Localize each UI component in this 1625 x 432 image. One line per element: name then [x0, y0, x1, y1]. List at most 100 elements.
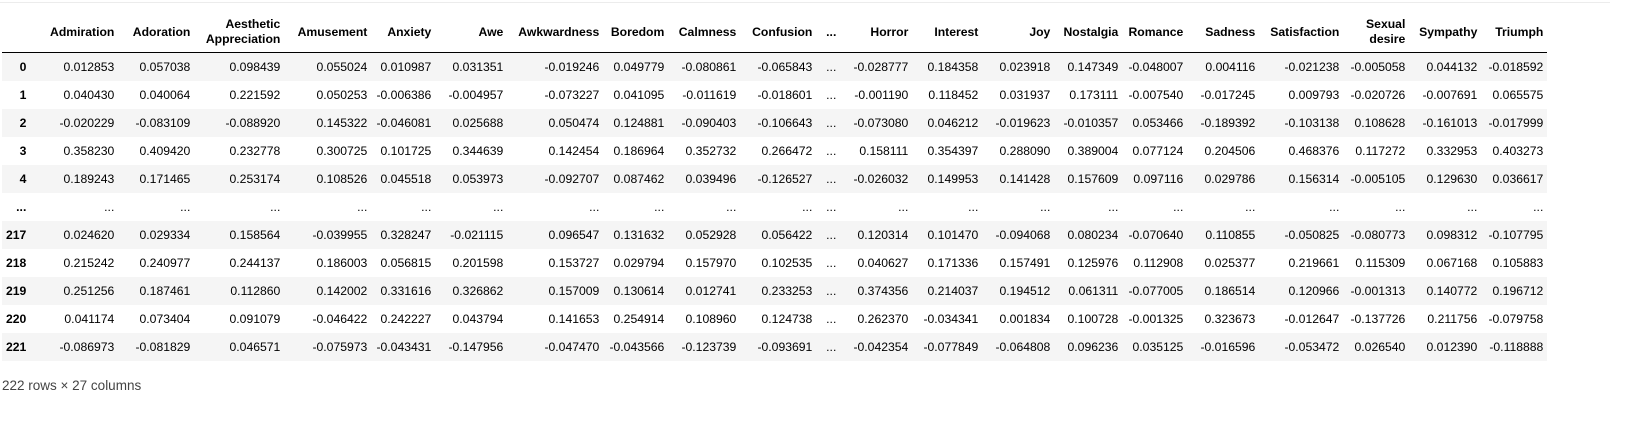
table-cell: 0.354397: [927, 143, 979, 158]
table-cell: 0.050253: [316, 87, 368, 102]
table-cell: ...: [826, 227, 837, 242]
table-cell: 0.029786: [1204, 171, 1256, 186]
table-cell: 0.153727: [548, 255, 600, 270]
table-cell: 0.045518: [380, 171, 432, 186]
table-cell: 0.232778: [229, 143, 281, 158]
table-cell: ...: [589, 199, 600, 214]
table-cell: 0.108628: [1354, 115, 1406, 130]
table-cell: 0.233253: [761, 283, 813, 298]
table-cell: -0.050825: [1284, 227, 1340, 242]
table-cell: -0.039955: [312, 227, 368, 242]
table-cell: 0.189243: [63, 171, 115, 186]
table-row: ........................................…: [2, 193, 1547, 221]
table-cell: -0.004957: [448, 87, 504, 102]
table-cell: -0.043431: [376, 339, 432, 354]
table-cell: 0.053973: [452, 171, 504, 186]
table-cell: 0.087462: [613, 171, 665, 186]
table-cell: 0.266472: [761, 143, 813, 158]
table-cell: -0.126527: [757, 171, 813, 186]
table-cell: 0.147349: [1067, 59, 1119, 74]
table-cell: 0.201598: [452, 255, 504, 270]
table-cell: 0.009793: [1288, 87, 1340, 102]
table-cell: 0.204506: [1204, 143, 1256, 158]
table-cell: 0.157491: [999, 255, 1051, 270]
table-cell: 0.323673: [1204, 311, 1256, 326]
table-cell: -0.137726: [1350, 311, 1406, 326]
table-cell: -0.046081: [376, 115, 432, 130]
table-cell: -0.070640: [1128, 227, 1184, 242]
table-cell: 0.040064: [139, 87, 191, 102]
row-index: 221: [6, 339, 27, 354]
table-cell: 0.332953: [1426, 143, 1478, 158]
table-cell: ...: [826, 339, 837, 354]
table-cell: 0.140772: [1426, 283, 1478, 298]
table-cell: ...: [1108, 199, 1119, 214]
dataframe-output: Admiration Adoration Aesthetic Appreciatio…: [2, 12, 1548, 361]
table-cell: -0.048007: [1128, 59, 1184, 74]
table-cell: ...: [826, 87, 837, 102]
table-cell: ...: [826, 143, 837, 158]
column-header: Joy: [982, 12, 1055, 53]
table-cell: 0.010987: [380, 59, 432, 74]
table-cell: 0.219661: [1288, 255, 1340, 270]
table-cell: -0.034341: [923, 311, 979, 326]
table-cell: 0.050474: [548, 115, 600, 130]
table-cell: 0.108960: [685, 311, 737, 326]
table-cell: 0.096236: [1067, 339, 1119, 354]
table-cell: ...: [826, 171, 837, 186]
table-cell: 0.120314: [857, 227, 909, 242]
table-cell: -0.073080: [853, 115, 909, 130]
table-cell: 0.156314: [1288, 171, 1340, 186]
table-cell: 0.389004: [1067, 143, 1119, 158]
table-cell: 0.187461: [139, 283, 191, 298]
table-cell: -0.090403: [681, 115, 737, 130]
row-index: 218: [6, 255, 27, 270]
table-row: 4 0.189243 0.171465 0.253174 0.108526 0.04551…: [2, 164, 1548, 193]
table-cell: -0.106643: [757, 115, 813, 130]
table-cell: 0.115309: [1355, 255, 1406, 270]
table-cell: -0.053472: [1284, 339, 1340, 354]
table-cell: 0.012853: [63, 59, 115, 74]
table-cell: 0.244137: [229, 255, 281, 270]
table-row: 1 0.040430 0.040064 0.221592 0.050253 -0.0063…: [2, 81, 1547, 109]
table-cell: 0.102535: [761, 255, 813, 270]
table-cell: ...: [1245, 199, 1256, 214]
column-header: Adoration: [118, 12, 195, 53]
table-cell: -0.075973: [312, 339, 368, 354]
table-cell: 0.100728: [1067, 311, 1119, 326]
table-cell: -0.012647: [1284, 311, 1340, 326]
table-cell: -0.007691: [1422, 87, 1478, 102]
table-cell: 0.409420: [139, 143, 191, 158]
table-cell: -0.103138: [1284, 115, 1340, 130]
table-cell: ...: [270, 199, 281, 214]
table-cell: -0.021115: [450, 227, 504, 242]
table-cell: 0.149953: [927, 171, 979, 186]
table-cell: 0.080234: [1067, 227, 1119, 242]
table-cell: -0.020229: [59, 115, 115, 130]
table-cell: 0.468376: [1288, 143, 1340, 158]
table-cell: -0.005105: [1350, 171, 1406, 186]
table-cell: -0.094068: [995, 227, 1051, 242]
table-cell: 0.131632: [613, 227, 665, 242]
table-cell: 0.040627: [857, 255, 909, 270]
table-cell: ...: [826, 311, 837, 326]
table-cell: 0.001834: [999, 311, 1051, 326]
table-cell: -0.118888: [1489, 339, 1544, 354]
column-header: Sexual desire: [1343, 12, 1410, 53]
table-cell: -0.017245: [1200, 87, 1256, 102]
table-cell: 0.053466: [1132, 115, 1184, 130]
table-cell: -0.147956: [448, 339, 504, 354]
table-cell: -0.016596: [1200, 339, 1256, 354]
table-cell: 0.158111: [859, 143, 909, 158]
table-cell: 0.157970: [685, 255, 737, 270]
table-cell: 0.125976: [1067, 255, 1119, 270]
table-cell: -0.077849: [923, 339, 979, 354]
table-cell: 0.044132: [1426, 59, 1478, 74]
table-cell: 0.077124: [1132, 143, 1184, 158]
table-cell: 0.012390: [1426, 339, 1478, 354]
header-row: Admiration Adoration Aesthetic Appreciatio…: [2, 12, 1548, 53]
table-cell: -0.018601: [757, 87, 813, 102]
table-cell: 0.242227: [380, 311, 432, 326]
column-header: Boredom: [603, 12, 669, 53]
table-cell: -0.077005: [1128, 283, 1184, 298]
